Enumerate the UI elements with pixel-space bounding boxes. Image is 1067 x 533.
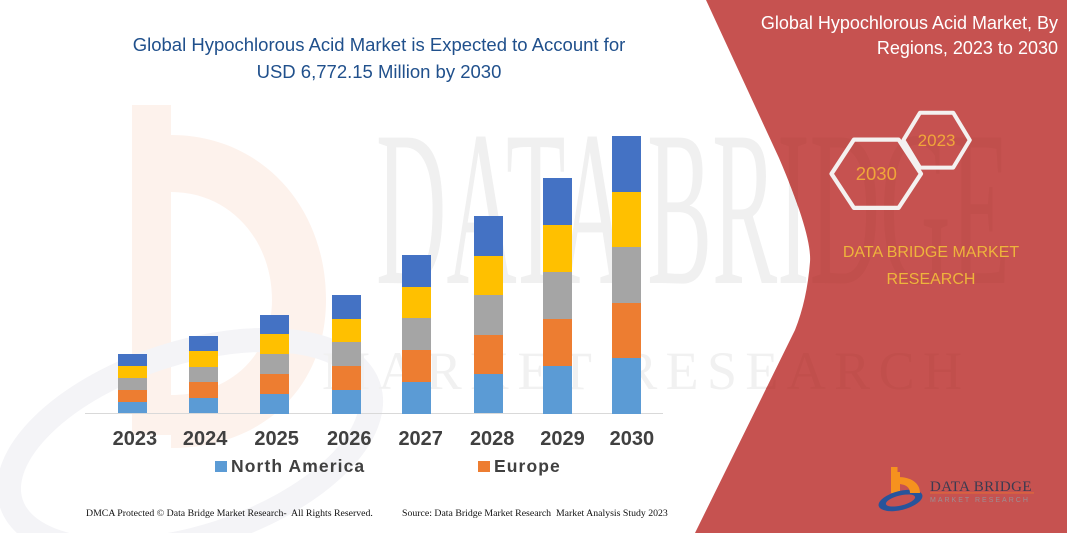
svg-text:2030: 2030 — [856, 163, 897, 184]
svg-text:DATA BRIDGE: DATA BRIDGE — [930, 479, 1032, 495]
svg-text:MARKET RESEARCH: MARKET RESEARCH — [930, 497, 1030, 504]
svg-text:2023: 2023 — [918, 131, 956, 150]
